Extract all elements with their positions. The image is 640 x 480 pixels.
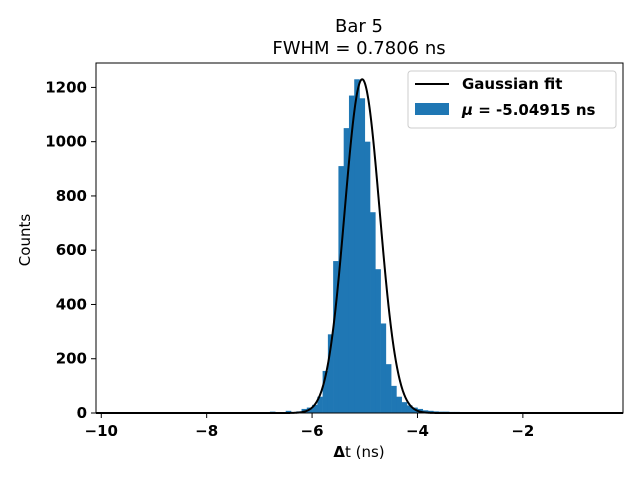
y-tick-label: 0 (77, 404, 87, 422)
x-axis-label: Δt (ns) (333, 443, 384, 461)
x-tick-label: −8 (195, 422, 218, 440)
histogram-bar (354, 79, 360, 413)
histogram (269, 79, 503, 414)
histogram-bar (370, 212, 376, 413)
y-axis-label: Counts (16, 214, 34, 267)
legend-label-fit: Gaussian fit (462, 75, 562, 93)
histogram-bar (348, 95, 355, 413)
histogram-bar (317, 396, 323, 413)
histogram-bar (322, 370, 329, 413)
y-tick-label: 600 (56, 241, 87, 259)
legend-box (407, 70, 617, 129)
histogram-bar (359, 98, 366, 414)
y-tick-label: 1200 (45, 78, 87, 96)
histogram-bar (406, 405, 413, 413)
x-tick-label: −10 (85, 422, 118, 440)
histogram-bar (401, 402, 408, 413)
y-tick-label: 800 (56, 187, 87, 205)
legend-mu-value: = -5.04915 ns (473, 101, 595, 119)
y-tick-label: 400 (56, 295, 87, 313)
x-tick-label: −4 (406, 422, 429, 440)
legend-bar-swatch (415, 103, 449, 115)
chart-subtitle: FWHM = 0.7806 ns (272, 38, 445, 59)
x-axis-label-symbol: Δ (333, 443, 345, 461)
y-tick-label: 1000 (45, 133, 87, 151)
histogram-bar (391, 385, 397, 413)
x-axis: −10 −8 −6 −4 −2 (85, 413, 534, 440)
histogram-bar (285, 410, 292, 413)
legend-mu-symbol: μ (461, 101, 473, 119)
histogram-bar (343, 128, 350, 413)
histogram-bar (338, 166, 344, 413)
x-tick-label: −6 (301, 422, 324, 440)
histogram-bar (375, 269, 381, 413)
histogram-bar (327, 334, 334, 413)
histogram-bar (380, 323, 387, 413)
histogram-bar (333, 261, 339, 413)
histogram-bar (312, 404, 318, 413)
x-axis-label-text: t (ns) (345, 443, 385, 461)
y-axis: 0 200 400 600 800 1000 1200 (45, 78, 96, 422)
plot-frame (95, 62, 624, 414)
x-tick-label: −2 (511, 422, 534, 440)
legend-label-histogram: μ = -5.04915 ns (461, 101, 596, 119)
chart-title: Bar 5 (335, 16, 383, 37)
y-tick-label: 200 (56, 350, 87, 368)
histogram-bar (396, 396, 402, 413)
histogram-bar (385, 364, 392, 413)
histogram-bar (364, 141, 371, 413)
legend: Gaussian fit μ = -5.04915 ns (407, 70, 617, 129)
